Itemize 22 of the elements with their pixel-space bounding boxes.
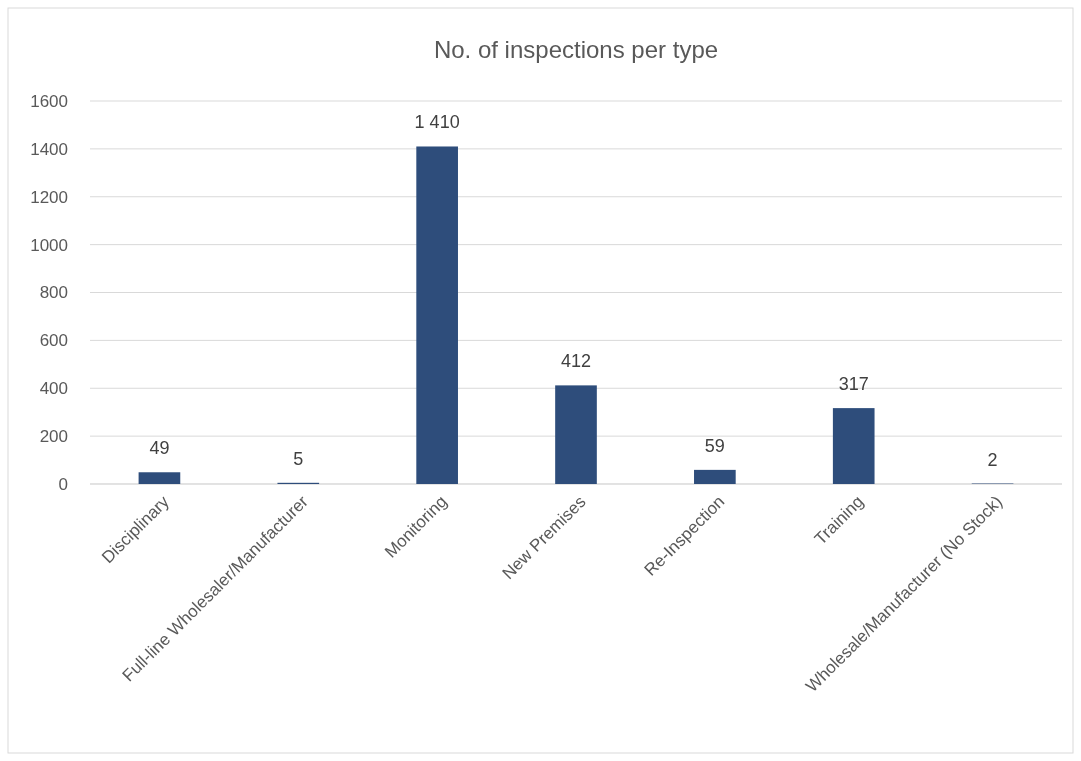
data-label: 49: [149, 438, 170, 459]
bar: [832, 408, 875, 484]
bar: [138, 472, 181, 484]
bar: [694, 469, 736, 484]
bar: [555, 385, 597, 484]
data-label: 5: [293, 448, 304, 469]
y-tick-label: 1000: [30, 235, 68, 255]
y-tick-label: 200: [39, 427, 68, 447]
y-tick-label: 1400: [30, 139, 68, 159]
data-label: 59: [704, 435, 725, 456]
y-tick-label: 0: [58, 474, 68, 494]
y-tick-label: 600: [39, 331, 68, 351]
data-label: 412: [560, 351, 592, 372]
chart-title: No. of inspections per type: [433, 36, 719, 63]
y-tick-label: 1600: [30, 91, 68, 111]
data-label: 317: [838, 374, 869, 395]
bar: [416, 146, 458, 484]
y-tick-label: 800: [39, 283, 68, 303]
data-label: 2: [987, 449, 998, 470]
y-tick-label: 400: [39, 379, 68, 399]
y-tick-label: 1200: [30, 187, 68, 207]
data-label: 1 410: [414, 112, 460, 133]
